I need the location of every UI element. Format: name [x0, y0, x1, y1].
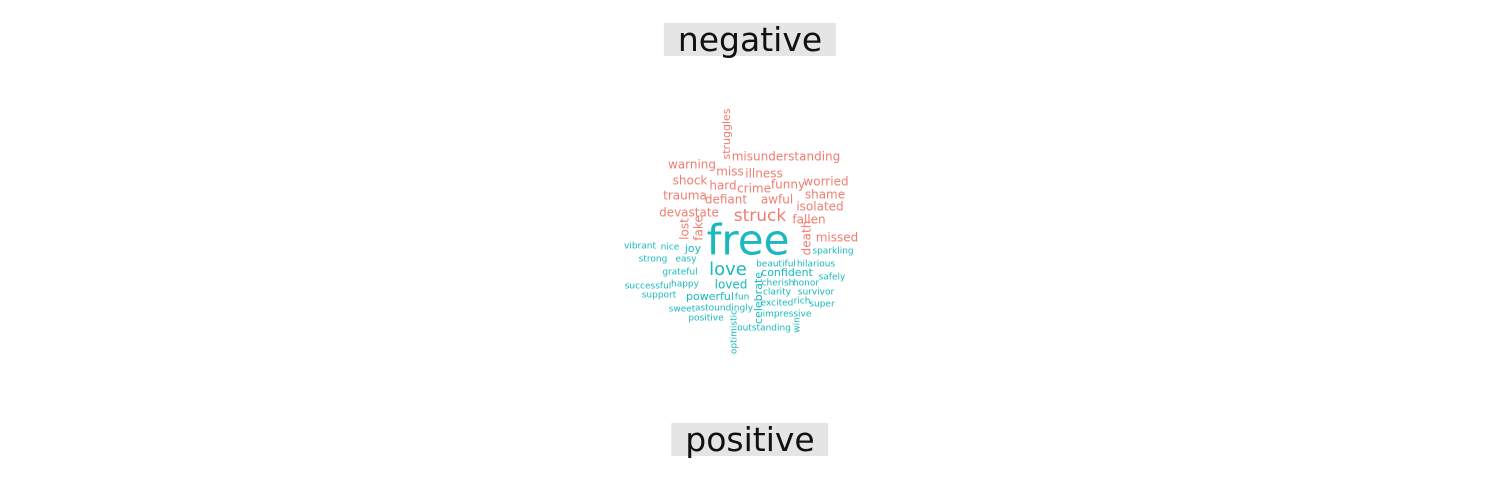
word-confident: confident	[761, 266, 813, 279]
word-crime: crime	[737, 182, 771, 196]
word-beautiful: beautiful	[756, 260, 796, 270]
word-worried: worried	[803, 175, 848, 189]
word-happy: happy	[671, 280, 700, 290]
word-nice: nice	[661, 243, 680, 253]
word-hard: hard	[709, 179, 736, 193]
word-death: death	[800, 221, 814, 256]
word-loved: loved	[715, 278, 748, 292]
word-impressive: impressive	[763, 310, 812, 320]
word-optimistic: optimistic	[730, 310, 740, 354]
word-isolated: isolated	[796, 200, 843, 214]
word-funny: funny	[771, 178, 805, 192]
word-trauma: trauma	[663, 189, 707, 203]
word-outstanding: outstanding	[737, 324, 791, 334]
word-fake: fake	[692, 215, 706, 240]
word-grateful: grateful	[662, 268, 697, 278]
word-excited: excited	[761, 299, 794, 309]
word-struggles: struggles	[720, 108, 733, 159]
word-easy: easy	[675, 255, 697, 265]
word-positive: positive	[688, 314, 724, 324]
positive-group-label: positive	[671, 423, 829, 456]
word-survivor: survivor	[798, 288, 835, 298]
word-free: free	[707, 216, 790, 265]
negative-group-label: negative	[663, 23, 837, 56]
word-illness: illness	[745, 167, 783, 181]
word-love: love	[709, 259, 747, 280]
word-cherish: cherish	[762, 279, 795, 289]
word-support: support	[642, 291, 677, 301]
word-shock: shock	[673, 174, 708, 188]
word-celebrate: celebrate	[752, 272, 765, 324]
word-awful: awful	[761, 193, 793, 207]
word-joy: joy	[684, 242, 702, 255]
word-devastate: devastate	[659, 206, 719, 220]
word-warning: warning	[668, 158, 716, 172]
word-clarity: clarity	[763, 288, 792, 298]
word-powerful: powerful	[686, 290, 734, 303]
word-sweet: sweet	[669, 305, 696, 315]
word-hilarious: hilarious	[797, 260, 836, 270]
word-defiant: defiant	[705, 193, 748, 207]
word-sparkling: sparkling	[812, 247, 853, 257]
word-astoundingly: astoundingly	[695, 304, 754, 314]
word-shame: shame	[805, 188, 845, 202]
word-fallen: fallen	[792, 213, 825, 227]
word-super: super	[809, 300, 835, 310]
word-lost: lost	[678, 218, 692, 240]
word-fun: fun	[735, 293, 750, 303]
word-miss: miss	[716, 165, 744, 179]
word-strong: strong	[639, 255, 668, 265]
word-misunderstanding: misunderstanding	[732, 150, 841, 164]
word-honor: honor	[793, 279, 819, 289]
word-safely: safely	[819, 273, 846, 283]
word-rich: rich	[794, 297, 811, 307]
word-win: win	[793, 317, 803, 333]
word-successful: successful	[625, 282, 672, 292]
word-struck: struck	[734, 206, 787, 226]
word-missed: missed	[816, 231, 859, 245]
word-vibrant: vibrant	[624, 242, 656, 252]
